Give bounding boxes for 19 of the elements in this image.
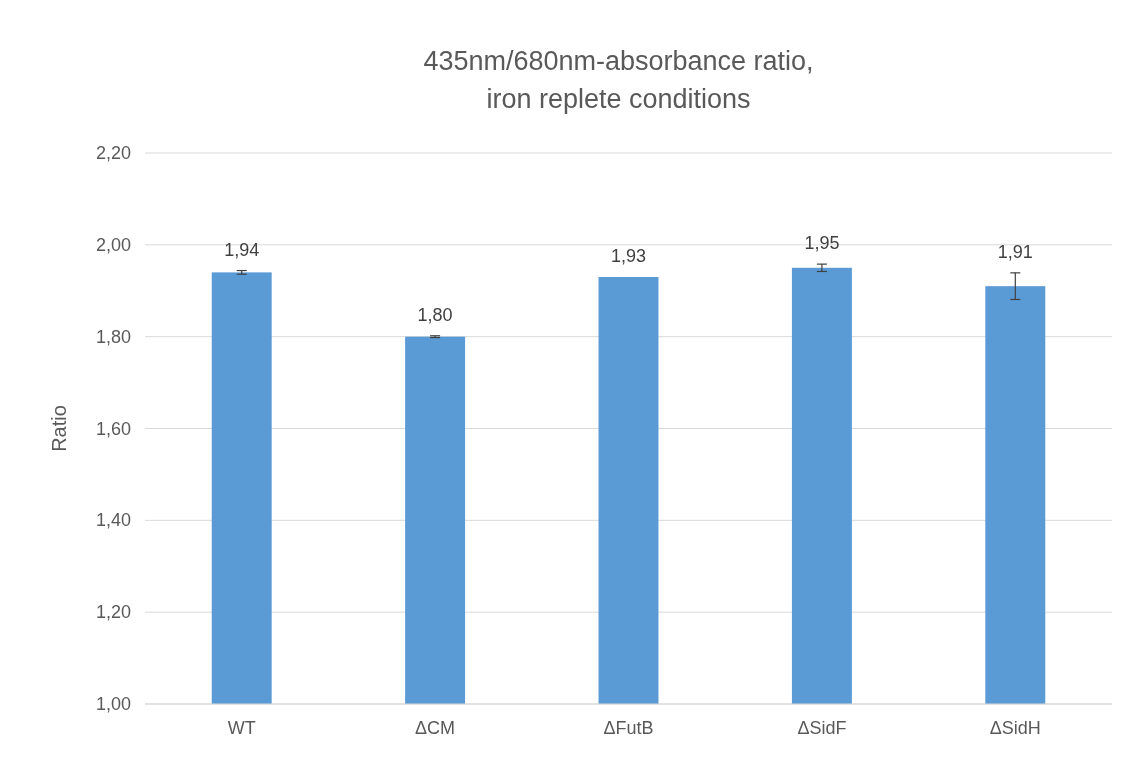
y-tick-label: 1,60 — [95, 418, 131, 439]
y-tick-label: 1,20 — [95, 602, 131, 623]
y-axis-title: Ratio — [48, 405, 70, 452]
y-tick-label: 2,00 — [95, 234, 131, 255]
x-tick-label: ΔCM — [415, 718, 456, 738]
y-tick-label: 1,40 — [95, 510, 131, 531]
data-label: 1,93 — [610, 245, 647, 266]
y-tick-label: 1,80 — [95, 326, 131, 347]
x-tick-label: ΔSidH — [989, 718, 1041, 738]
x-tick-label: WT — [227, 718, 256, 738]
x-tick-label: ΔSidF — [797, 718, 847, 738]
y-tick-label: 2,20 — [95, 143, 131, 163]
data-label: 1,94 — [224, 239, 260, 260]
y-tick-label: 1,00 — [95, 694, 131, 714]
chart-title: 435nm/680nm-absorbance ratio, iron replete conditions — [423, 46, 814, 114]
x-tick-label: ΔFutB — [603, 718, 654, 738]
data-label: 1,80 — [417, 304, 453, 325]
data-label: 1,91 — [997, 241, 1033, 262]
data-label: 1,95 — [804, 233, 840, 254]
